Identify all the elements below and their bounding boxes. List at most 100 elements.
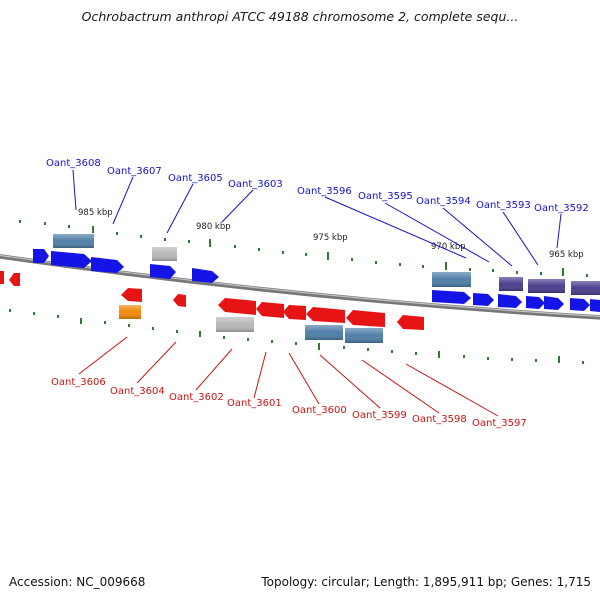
tick-mark — [9, 309, 11, 312]
scale-label-970: 970 kbp — [431, 242, 466, 252]
gene-label-3607[interactable]: Oant_3607 — [107, 166, 162, 177]
tick-mark — [343, 346, 345, 349]
gene-arrow-reverse[interactable] — [173, 294, 186, 307]
gene-label-3598[interactable]: Oant_3598 — [412, 414, 467, 425]
tick-mark — [68, 225, 70, 228]
gene-arrow-forward[interactable] — [91, 257, 124, 273]
gene-arrow-reverse[interactable] — [283, 305, 306, 320]
gene-label-3592[interactable]: Oant_3592 — [534, 203, 589, 214]
leader-line-3603 — [221, 189, 254, 223]
tick-mark — [391, 350, 393, 353]
gene-arrow-forward[interactable] — [570, 298, 590, 311]
leader-line-3602 — [195, 348, 233, 391]
tick-mark — [44, 222, 46, 225]
tick-mark — [223, 336, 225, 339]
gene-label-3593[interactable]: Oant_3593 — [476, 200, 531, 211]
gene-label-3601[interactable]: Oant_3601 — [227, 398, 282, 409]
gene-label-3595[interactable]: Oant_3595 — [358, 191, 413, 202]
gene-arrow-reverse[interactable] — [256, 302, 284, 318]
gene-label-3608[interactable]: Oant_3608 — [46, 158, 101, 169]
tick-mark — [492, 269, 494, 272]
gene-label-3599[interactable]: Oant_3599 — [352, 410, 407, 421]
gene-arrow-forward[interactable] — [192, 268, 219, 283]
reverse-strand-features — [119, 305, 383, 343]
tick-mark — [375, 261, 377, 264]
forward-strand-genes — [33, 249, 600, 312]
tick-mark — [116, 232, 118, 235]
tick-mark — [57, 315, 59, 318]
gene-label-3600[interactable]: Oant_3600 — [292, 405, 347, 416]
tick-mark — [140, 235, 142, 238]
gene-label-3606[interactable]: Oant_3606 — [51, 377, 106, 388]
tick-mark — [104, 321, 106, 324]
leader-line-3593 — [502, 211, 539, 266]
tick-mark — [351, 258, 353, 261]
tick-mark — [176, 330, 178, 333]
tick-mark — [463, 355, 465, 358]
gene-arrow-reverse[interactable] — [306, 307, 345, 323]
leader-line-3606 — [78, 336, 128, 375]
tick-mark — [258, 248, 260, 251]
gene-arrow-reverse[interactable] — [346, 310, 385, 327]
feature-box-purple-shade — [528, 279, 565, 293]
gene-arrow-reverse[interactable] — [9, 273, 20, 286]
leader-line-3604 — [136, 341, 177, 384]
gene-arrow-reverse[interactable] — [0, 271, 4, 284]
leader-line-3601 — [253, 351, 267, 399]
leader-line-3595 — [384, 202, 490, 263]
tick-mark — [415, 352, 417, 355]
feature-box-steel-shade — [345, 328, 383, 343]
tick-mark — [305, 253, 307, 256]
feature-box-purple-shade — [571, 281, 600, 295]
tick-mark — [558, 356, 560, 363]
gene-arrow-forward[interactable] — [473, 293, 494, 306]
gene-arrow-reverse[interactable] — [397, 315, 424, 330]
scale-label-985: 985 kbp — [78, 208, 113, 218]
tick-mark — [128, 324, 130, 327]
gene-arrow-forward[interactable] — [590, 299, 600, 312]
tick-mark — [295, 342, 297, 345]
tick-mark — [92, 226, 94, 233]
gene-label-3603[interactable]: Oant_3603 — [228, 179, 283, 190]
gene-arrow-forward[interactable] — [498, 294, 522, 308]
tick-mark — [422, 265, 424, 268]
tick-mark — [209, 239, 211, 247]
tick-mark — [511, 358, 513, 361]
tick-mark — [152, 327, 154, 330]
inner-tick-row — [9, 309, 584, 364]
tick-mark — [516, 271, 518, 274]
tick-mark — [164, 238, 166, 241]
tick-mark — [234, 245, 236, 248]
tick-mark — [271, 340, 273, 343]
leader-line-3605 — [166, 183, 194, 234]
gene-arrow-forward[interactable] — [544, 296, 564, 310]
leader-line-3594 — [442, 207, 513, 267]
tick-mark — [445, 262, 447, 270]
feature-box-steel-shade — [53, 234, 94, 248]
gene-arrow-reverse[interactable] — [218, 298, 256, 315]
tick-mark — [327, 252, 329, 260]
tick-mark — [487, 357, 489, 360]
leader-line-3597 — [405, 363, 499, 417]
tick-mark — [247, 338, 249, 341]
gene-arrow-forward[interactable] — [526, 296, 545, 309]
tick-mark — [19, 220, 21, 223]
gene-label-3596[interactable]: Oant_3596 — [297, 186, 352, 197]
outer-tick-row — [19, 220, 588, 277]
gene-label-3594[interactable]: Oant_3594 — [416, 196, 471, 207]
gene-label-3604[interactable]: Oant_3604 — [110, 386, 165, 397]
tick-mark — [188, 240, 190, 243]
feature-box-orange-shade — [119, 305, 141, 319]
gene-label-3597[interactable]: Oant_3597 — [472, 418, 527, 429]
tick-mark — [318, 343, 320, 350]
feature-box-steel-shade — [305, 325, 343, 340]
gene-arrow-reverse[interactable] — [121, 288, 142, 302]
gene-arrow-forward[interactable] — [150, 264, 176, 279]
gene-arrow-forward[interactable] — [432, 290, 471, 304]
gene-label-3605[interactable]: Oant_3605 — [168, 173, 223, 184]
gene-label-3602[interactable]: Oant_3602 — [169, 392, 224, 403]
gene-arrow-forward[interactable] — [51, 251, 92, 268]
feature-box-grey-shade — [216, 317, 254, 332]
gene-arrow-forward[interactable] — [33, 249, 49, 263]
tick-mark — [399, 263, 401, 266]
